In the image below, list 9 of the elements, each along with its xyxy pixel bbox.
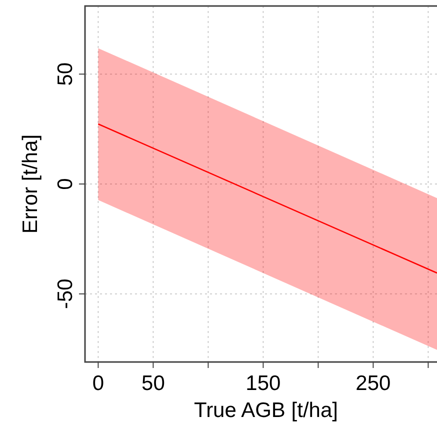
y-tick-label: 0 xyxy=(54,178,77,190)
x-tick-label: 150 xyxy=(246,372,281,395)
x-axis-title: True AGB [t/ha] xyxy=(194,399,338,422)
y-tick-label: 50 xyxy=(54,62,77,86)
y-axis-title: Error [t/ha] xyxy=(19,134,42,234)
x-tick-label: 50 xyxy=(142,372,165,395)
y-tick-label: -50 xyxy=(54,278,77,310)
x-tick-label: 250 xyxy=(356,372,391,395)
x-tick-label: 0 xyxy=(92,372,104,395)
